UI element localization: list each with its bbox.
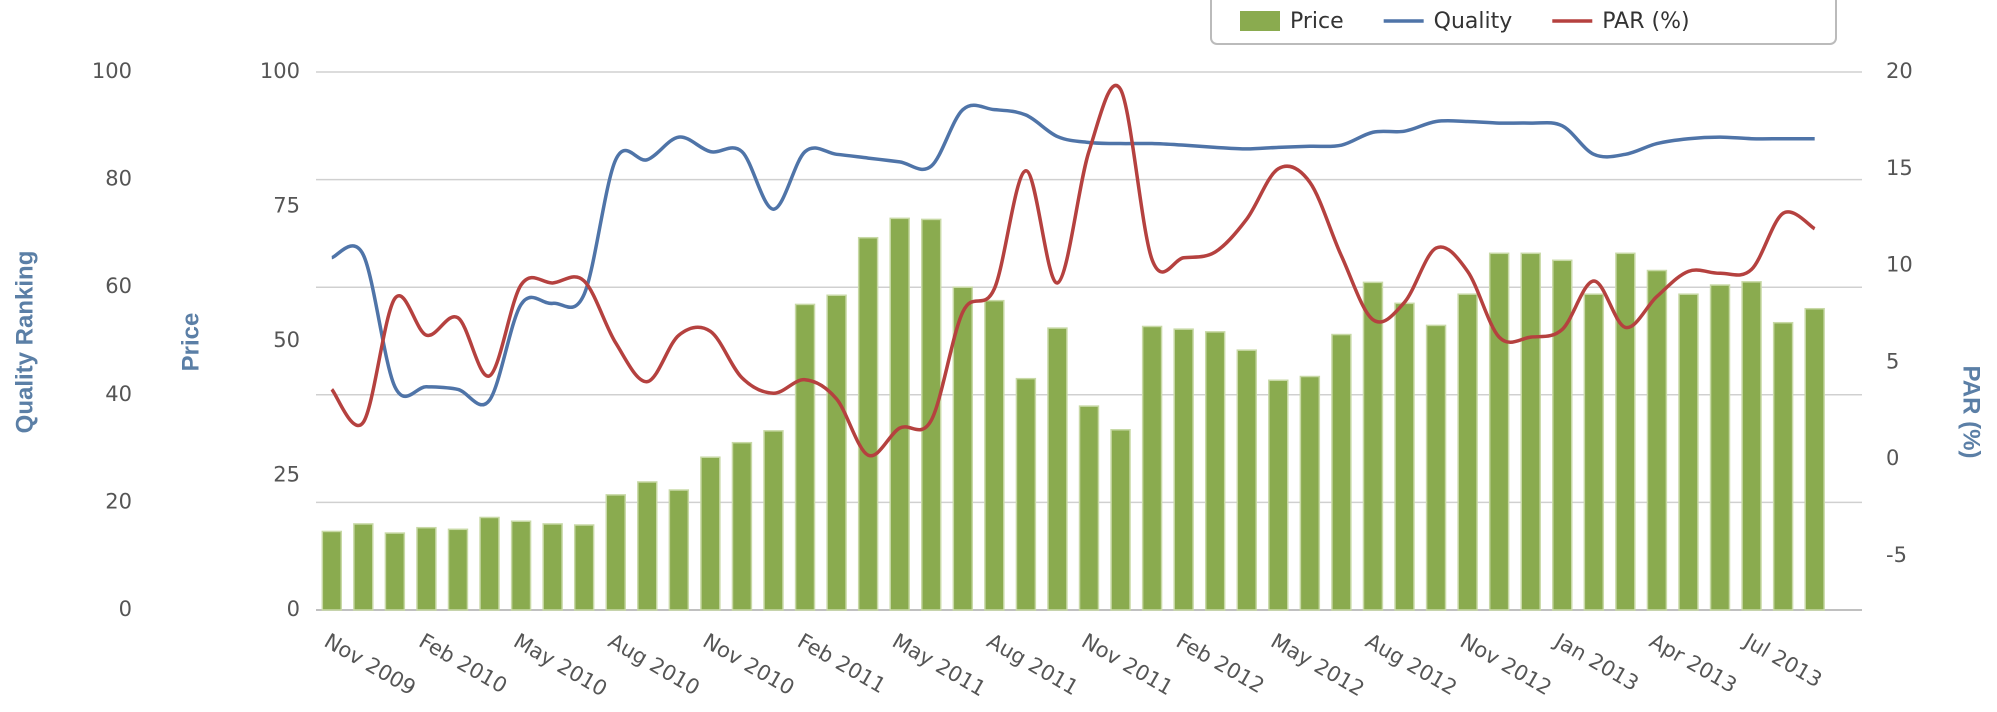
bar [510,520,532,611]
bar [1741,281,1762,611]
bar [573,524,595,611]
line [330,83,1816,458]
bar [1015,377,1037,611]
x-tick-label: May 2011 [888,629,990,702]
y3-tick-label: 75 [273,194,300,218]
legend-label: Price [1290,9,1344,34]
bar [1804,307,1825,611]
y3-tick-label: 0 [287,597,300,621]
legend-label: PAR (%) [1602,9,1689,34]
bar [826,294,847,611]
y2-tick-label: 15 [1886,156,1913,180]
bar [1520,252,1541,611]
line [331,103,1815,407]
bar [731,441,753,611]
x-tick-label: May 2010 [510,629,612,702]
bar [1425,324,1447,611]
legend-swatch [1240,11,1280,31]
y-tick-label: 80 [105,167,132,191]
x-tick-label: Nov 2012 [1456,629,1556,700]
bar [384,532,406,611]
x-tick-label: Feb 2012 [1172,629,1268,698]
bar [952,286,974,611]
legend-label: Quality [1434,9,1513,34]
x-tick-label: Feb 2011 [794,629,890,698]
bar [353,523,374,611]
y2-tick-label: 0 [1886,446,1899,470]
x-tick-label: Jan 2013 [1549,628,1643,696]
bar [1110,429,1131,611]
y2-tick-label: 20 [1886,59,1913,83]
x-tick-label: Nov 2009 [320,629,420,700]
y-tick-label: 0 [119,597,132,621]
y3-tick-label: 100 [260,59,300,83]
y-tick-label: 60 [105,274,132,298]
bar [921,218,942,611]
bar [1488,252,1510,611]
y3-tick-label: 25 [273,463,300,487]
y-tick-label: 20 [105,489,132,513]
x-tick-label: Nov 2011 [1078,629,1178,700]
bar [857,236,879,611]
bar [1078,405,1100,611]
x-tick-label: Aug 2011 [983,629,1083,700]
bar [763,430,784,611]
x-tick-label: Aug 2012 [1361,629,1461,700]
bar [321,530,342,611]
y3-tick-label: 50 [273,328,300,352]
bar [1394,302,1415,611]
y-tick-label: 100 [92,59,132,83]
y2-tick-label: 10 [1886,253,1913,277]
bar [889,217,910,611]
y-tick-label: 40 [105,382,132,406]
y3-axis-title: Price [177,313,204,372]
x-tick-label: Jul 2013 [1738,628,1826,693]
bar [1236,349,1257,611]
legend: Price Quality PAR (%) [1240,9,1690,34]
bar [1299,375,1321,611]
bar [1331,333,1352,611]
bar [668,489,690,611]
x-tick-label: Aug 2010 [604,629,704,700]
legend-box [1210,0,1837,45]
bar [447,528,469,611]
bar [1457,293,1478,611]
bar [542,523,563,611]
x-tick-label: Apr 2013 [1645,629,1741,698]
bar [1362,281,1384,611]
bar [416,526,437,611]
bar [1173,328,1194,611]
bar [1646,269,1668,611]
bar [794,303,816,611]
x-tick-label: Feb 2010 [415,629,511,698]
bar [1047,327,1068,611]
x-tick-label: May 2012 [1267,629,1369,702]
bar [1268,379,1289,611]
x-tick-label: Nov 2010 [699,629,799,700]
bar [1552,259,1573,611]
bar [1583,293,1605,611]
bar [1204,331,1226,611]
bar [1709,284,1731,611]
bar [605,494,626,611]
y2-tick-label: -5 [1886,543,1907,567]
bar [984,299,1005,611]
bar [479,516,500,611]
y2-axis-title: PAR (%) [1958,366,1985,459]
bar [700,456,721,611]
y-axis-title: Quality Ranking [11,251,38,434]
bar [1615,252,1636,611]
y2-tick-label: 5 [1886,349,1899,373]
bar [637,481,658,611]
bar [1141,325,1163,611]
bar [1772,321,1794,611]
bar [1678,293,1699,611]
